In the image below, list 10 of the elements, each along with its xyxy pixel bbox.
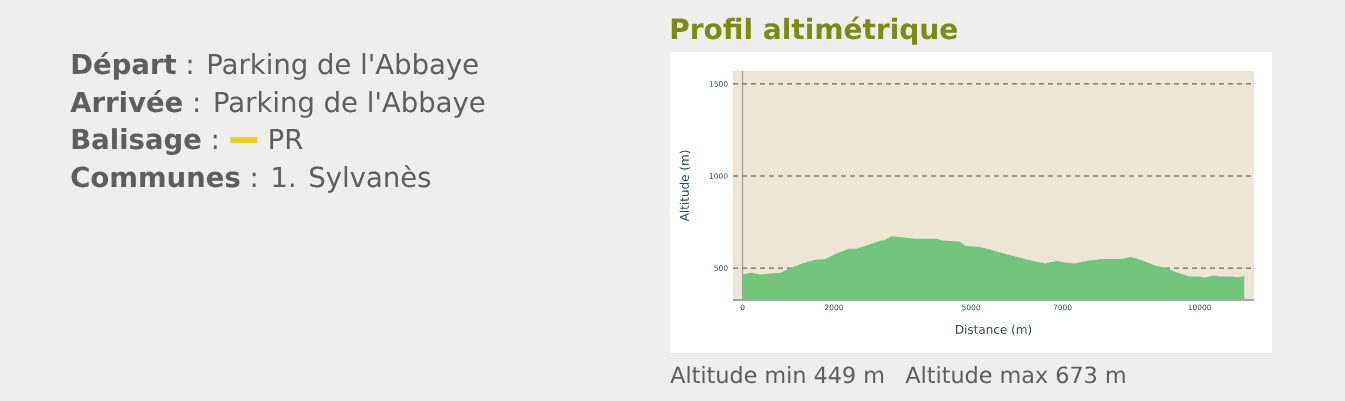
text: Communes : 1. Sylvanès xyxy=(71,165,431,193)
x-axis-title: Distance (m) xyxy=(956,324,1032,336)
text: Balisage : xyxy=(72,128,217,155)
text: Départ : Parking de l'Abbaye xyxy=(72,52,478,80)
y-axis-title: Altitude (m) xyxy=(679,150,691,222)
text: Altitude max 673 m xyxy=(905,366,1125,384)
chart-title: Profil altimétrique xyxy=(671,16,957,45)
text: Altitude min 449 m xyxy=(670,366,884,384)
text: Arrivée : Parking de l'Abbaye xyxy=(70,90,485,118)
text: PR xyxy=(270,128,303,149)
